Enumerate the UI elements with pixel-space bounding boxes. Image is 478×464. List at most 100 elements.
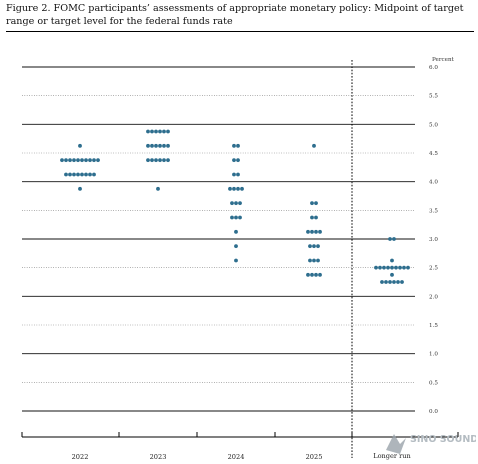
participant-dot	[72, 158, 76, 163]
participant-dot	[238, 201, 242, 206]
participant-dot	[314, 215, 318, 220]
participant-dot	[166, 129, 170, 134]
participant-dot	[232, 172, 236, 177]
participant-dot	[312, 258, 316, 263]
participant-dot	[230, 215, 234, 220]
x-axis	[21, 432, 459, 438]
x-tick-labels: 2022 2023 2024 2025 Longer run	[72, 452, 412, 461]
watermark-logo-shape	[386, 434, 406, 454]
participant-dot	[76, 158, 80, 163]
y-tick-labels: 0.0 0.5 1.0 1.5 2.0 2.5 3.0 3.5 4.0 4.5 5.0 5.5 6.0	[429, 65, 438, 415]
participant-dot	[316, 258, 320, 263]
participant-dot	[230, 201, 234, 206]
participant-dot	[236, 158, 240, 163]
x-tick-label: 2024	[228, 453, 245, 461]
participant-dot	[388, 280, 392, 284]
participant-dot	[228, 186, 232, 191]
participant-dot	[402, 265, 406, 270]
title-rule	[6, 31, 474, 32]
x-tick-label: 2023	[150, 453, 167, 461]
participant-dot	[312, 244, 316, 249]
participant-dot	[234, 229, 238, 234]
participant-dot	[146, 158, 150, 163]
participant-dot	[318, 229, 322, 234]
grid-lines	[22, 66, 415, 412]
participant-dot	[96, 158, 100, 163]
participant-dot	[78, 186, 82, 191]
participant-dot	[382, 265, 386, 270]
participant-dot	[162, 158, 166, 163]
sino-sound-watermark: SINO SOUND	[386, 434, 476, 454]
participant-dot	[146, 143, 150, 148]
figure-title: Figure 2. FOMC participants’ assessments…	[6, 3, 464, 27]
y-tick-label: 5.0	[429, 122, 438, 128]
x-tick-label: 2025	[306, 453, 323, 461]
participant-dot	[310, 215, 314, 220]
participant-dot	[154, 129, 158, 134]
y-tick-label: 2.0	[429, 294, 438, 300]
y-tick-label: 3.5	[429, 208, 438, 214]
participant-dot	[314, 229, 318, 234]
participant-dot	[150, 158, 154, 163]
participant-dot	[68, 158, 72, 163]
participant-dot	[398, 265, 402, 270]
participant-dot	[374, 265, 378, 270]
participant-dot	[316, 244, 320, 249]
participant-dot	[396, 280, 400, 284]
participant-dot	[80, 158, 84, 163]
y-tick-label: 4.5	[429, 151, 438, 157]
x-tick-label: Longer run	[373, 452, 411, 460]
participant-dot	[234, 201, 238, 206]
participant-dot	[84, 172, 88, 177]
participant-dot	[76, 172, 80, 177]
participant-dot	[162, 143, 166, 148]
participant-dot	[406, 265, 410, 270]
participant-dot	[310, 229, 314, 234]
watermark-text: SINO SOUND	[410, 434, 476, 445]
participant-dot	[400, 280, 404, 284]
participant-dot	[150, 129, 154, 134]
y-tick-label: 5.5	[429, 94, 438, 100]
participant-dot	[384, 280, 388, 284]
participant-dot	[64, 158, 68, 163]
participant-dot	[392, 280, 396, 284]
participant-dot	[308, 258, 312, 263]
participant-dot	[154, 143, 158, 148]
participant-dot	[236, 143, 240, 148]
participant-dot	[234, 244, 238, 249]
participant-dot	[312, 143, 316, 148]
participant-dot	[92, 158, 96, 163]
participant-dot	[64, 172, 68, 177]
participant-dot	[146, 129, 150, 134]
participant-dot	[158, 143, 162, 148]
y-tick-label: 2.5	[429, 266, 438, 272]
participant-dot	[380, 280, 384, 284]
participant-dot	[392, 237, 396, 241]
participant-dot	[318, 272, 322, 277]
participant-dot	[150, 143, 154, 148]
participant-dot	[166, 143, 170, 148]
y-tick-label: 0.0	[429, 409, 438, 415]
participant-dot	[390, 272, 394, 277]
participant-dot	[78, 143, 82, 148]
participant-dot	[154, 158, 158, 163]
participant-dot	[60, 158, 64, 163]
participant-dot	[306, 229, 310, 234]
participant-dot	[390, 258, 394, 263]
participant-dot	[238, 215, 242, 220]
participant-dot	[310, 201, 314, 206]
participant-dot	[234, 258, 238, 263]
y-tick-label: 1.5	[429, 323, 438, 329]
participant-dot	[72, 172, 76, 177]
participant-dot	[162, 129, 166, 134]
participant-dot	[378, 265, 382, 270]
participant-dot	[236, 172, 240, 177]
participant-dot	[84, 158, 88, 163]
participant-dot	[234, 215, 238, 220]
participant-dot	[232, 186, 236, 191]
participant-dot	[88, 158, 92, 163]
participant-dot	[306, 272, 310, 277]
participant-dot	[314, 272, 318, 277]
x-tick-label: 2022	[72, 453, 89, 461]
